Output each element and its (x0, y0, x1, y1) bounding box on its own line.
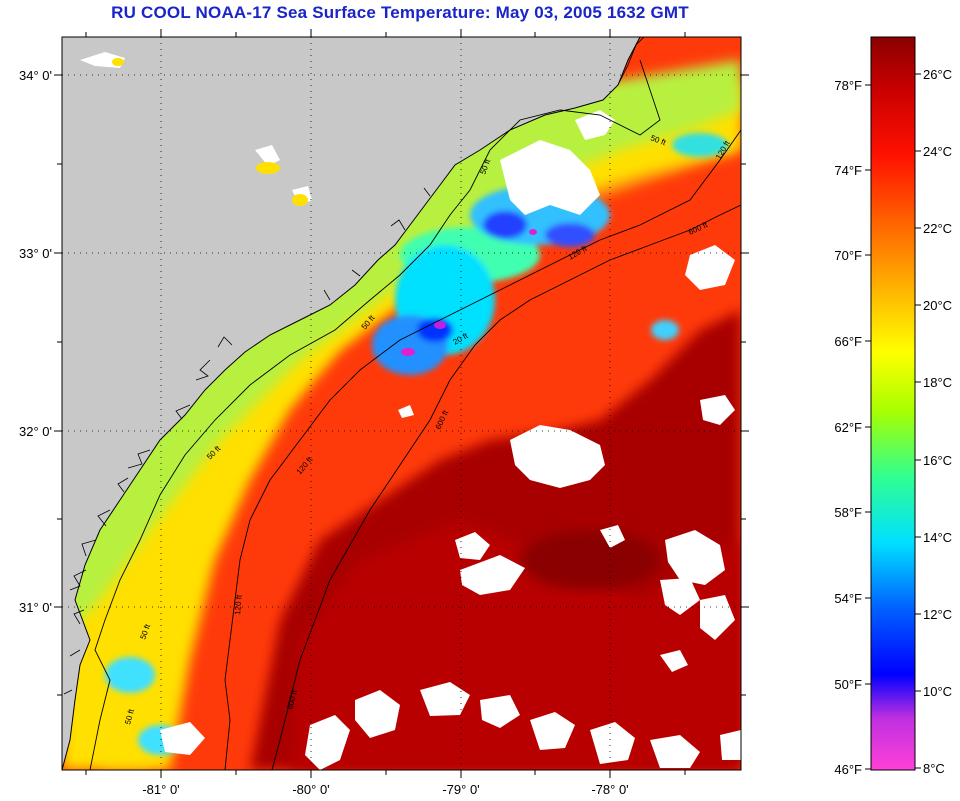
gulf-stream-core-2 (290, 520, 741, 770)
colorbar-c-label: 18°C (923, 375, 952, 390)
lat-label: 32° 0' (19, 424, 52, 439)
colorbar: 78°F 74°F 70°F 66°F 62°F 58°F 54°F 50°F … (834, 36, 952, 777)
inland-lake-2 (292, 194, 308, 206)
contour-label: 50 ft (123, 707, 136, 725)
colorbar-f-label: 74°F (834, 163, 862, 178)
contour-label: 120 ft (233, 594, 244, 615)
lon-label: -80° 0' (292, 782, 329, 797)
lon-label: -81° 0' (142, 782, 179, 797)
colorbar-c-label: 16°C (923, 453, 952, 468)
green-coastal-band (62, 60, 741, 640)
graticule (62, 37, 741, 770)
coastline (62, 37, 641, 770)
land (62, 37, 640, 770)
lon-label: -79° 0' (442, 782, 479, 797)
colorbar-f-label: 66°F (834, 334, 862, 349)
colorbar-f-label: 58°F (834, 505, 862, 520)
colorbar-c-label: 10°C (923, 684, 952, 699)
colorbar-f-label: 50°F (834, 677, 862, 692)
inland-lake-3 (112, 58, 124, 66)
contour-50ft (89, 59, 661, 770)
colorbar-c-label: 12°C (923, 607, 952, 622)
bathymetry-contours (89, 59, 741, 770)
colorbar-f-label: 46°F (834, 762, 862, 777)
lat-label: 34° 0' (19, 68, 52, 83)
inland-lake (256, 162, 280, 174)
lat-label: 33° 0' (19, 246, 52, 261)
map-frame (61, 36, 742, 771)
colorbar-f-label: 70°F (834, 248, 862, 263)
colorbar-c-label: 22°C (923, 221, 952, 236)
warm-eddy (520, 530, 660, 590)
map-ticks (54, 29, 749, 778)
colorbar-c-label: 8°C (923, 761, 945, 776)
contour-600ft (271, 204, 741, 770)
colorbar-f-label: 78°F (834, 78, 862, 93)
colorbar-c-label: 14°C (923, 530, 952, 545)
sst-map: 50 ft 50 ft 50 ft 50 ft 50 ft 50 ft 120 … (62, 37, 741, 770)
lon-label: -78° 0' (591, 782, 628, 797)
map-title: RU COOL NOAA-17 Sea Surface Temperature:… (111, 3, 689, 22)
colorbar-c-label: 26°C (923, 67, 952, 82)
contour-120ft (224, 129, 741, 770)
colorbar-ticks (865, 73, 921, 770)
colorbar-f-label: 54°F (834, 591, 862, 606)
lat-label: 31° 0' (19, 600, 52, 615)
colorbar-gradient (870, 36, 916, 771)
colorbar-c-label: 20°C (923, 298, 952, 313)
colorbar-c-label: 24°C (923, 144, 952, 159)
colorbar-f-label: 62°F (834, 420, 862, 435)
coastline-inlets (63, 37, 645, 695)
